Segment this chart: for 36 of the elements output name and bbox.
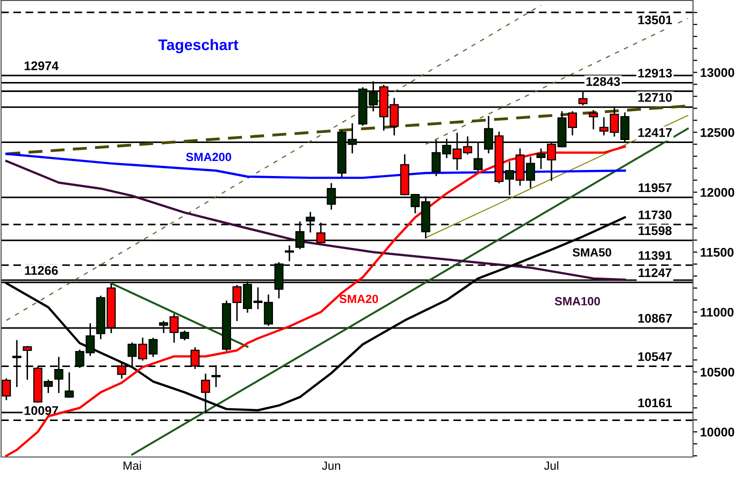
y-tick-label: 13000 bbox=[700, 68, 734, 78]
ref-line-label: 10867 bbox=[638, 314, 672, 323]
y-tick-label: 10000 bbox=[700, 428, 734, 436]
y-tick-label: 12000 bbox=[700, 188, 734, 197]
y-tick-label: 11000 bbox=[700, 308, 734, 317]
ref-line-label: 11730 bbox=[638, 210, 672, 220]
ref-line-label: 11598 bbox=[638, 226, 672, 236]
text: Tageschart bbox=[158, 38, 238, 54]
ref-line-label: 12913 bbox=[638, 68, 672, 78]
series-label: SMA100 bbox=[554, 297, 600, 306]
y-tick-label: 11500 bbox=[700, 248, 734, 257]
y-tick-label: 12500 bbox=[700, 128, 734, 137]
ref-line-label: 10161 bbox=[638, 398, 672, 408]
ref-line-label: 12843 bbox=[586, 77, 620, 86]
y-tick-label: 10500 bbox=[700, 368, 734, 377]
candlestick bbox=[2, 378, 11, 400]
ref-line-label: 11391 bbox=[638, 251, 672, 260]
x-tick-label: Jul bbox=[544, 461, 558, 470]
candlestick bbox=[588, 110, 598, 130]
annotation: 12974 bbox=[24, 61, 59, 70]
ref-line-label: 10547 bbox=[638, 352, 672, 362]
annotation: 10097 bbox=[24, 406, 58, 415]
ref-line-label: 11957 bbox=[638, 183, 672, 192]
series-label: SMA20 bbox=[339, 294, 378, 304]
series-label: SMA200 bbox=[186, 152, 232, 162]
x-tick-label: Mai bbox=[124, 461, 141, 470]
ref-line-label: 12710 bbox=[638, 93, 672, 102]
candlestick bbox=[64, 372, 74, 398]
ref-line-label: 12417 bbox=[638, 128, 672, 137]
line-series bbox=[5, 160, 626, 281]
candlestick bbox=[284, 245, 294, 262]
series-label: SMA50 bbox=[572, 248, 612, 257]
x-tick-label: Jun bbox=[322, 462, 340, 470]
ref-line-label: 11247 bbox=[638, 268, 672, 278]
ref-line-label: 13501 bbox=[638, 15, 672, 24]
annotation: 11266 bbox=[25, 266, 58, 275]
